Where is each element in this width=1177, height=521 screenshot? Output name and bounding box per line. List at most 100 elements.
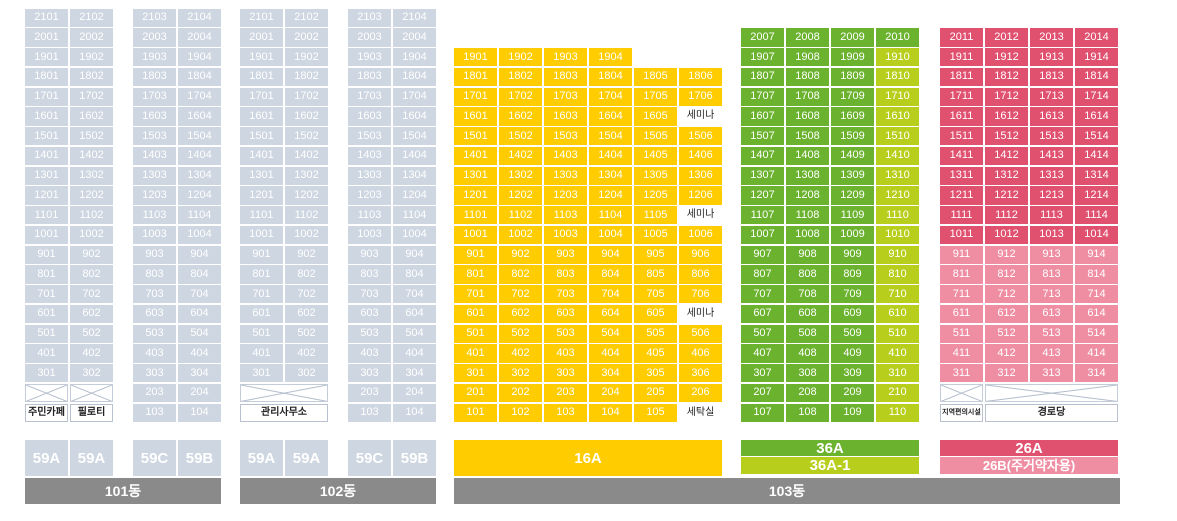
unit-cell[interactable]: 1201 (25, 186, 68, 205)
unit-cell[interactable]: 1502 (285, 127, 328, 146)
unit-cell[interactable]: 902 (499, 245, 542, 264)
unit-cell[interactable]: 501 (454, 324, 497, 343)
unit-cell[interactable]: 803 (348, 265, 391, 284)
unit-cell[interactable]: 1601 (25, 107, 68, 126)
unit-cell[interactable]: 401 (454, 344, 497, 363)
unit-cell[interactable]: 2014 (1075, 28, 1118, 47)
unit-cell[interactable]: 1403 (544, 146, 587, 166)
unit-cell[interactable]: 1704 (589, 87, 632, 106)
unit-cell[interactable]: 2002 (285, 28, 328, 47)
unit-cell[interactable]: 2104 (393, 8, 436, 27)
unit-cell[interactable]: 1701 (240, 87, 283, 106)
unit-cell[interactable]: 307 (741, 364, 784, 383)
unit-cell[interactable]: 1812 (985, 67, 1028, 87)
unit-cell[interactable]: 1805 (634, 67, 677, 87)
unit-cell[interactable]: 2101 (240, 8, 283, 27)
unit-cell[interactable]: 1103 (348, 206, 391, 225)
unit-cell[interactable]: 208 (786, 383, 829, 403)
unit-cell[interactable]: 814 (1075, 265, 1118, 284)
unit-cell[interactable]: 206 (679, 383, 722, 403)
unit-cell[interactable]: 1201 (240, 186, 283, 205)
unit-cell[interactable]: 1213 (1030, 186, 1073, 205)
unit-cell[interactable]: 1603 (133, 107, 176, 126)
unit-cell[interactable]: 1109 (831, 206, 874, 225)
unit-cell[interactable]: 304 (589, 364, 632, 383)
unit-cell[interactable]: 1313 (1030, 166, 1073, 185)
unit-cell[interactable]: 1402 (499, 146, 542, 166)
unit-cell[interactable]: 1611 (940, 107, 983, 126)
unit-cell[interactable]: 2102 (285, 8, 328, 27)
unit-cell[interactable]: 1302 (70, 166, 113, 185)
unit-cell[interactable]: 1114 (1075, 206, 1118, 225)
unit-cell[interactable]: 912 (985, 245, 1028, 264)
unit-cell[interactable]: 1010 (876, 225, 919, 245)
unit-cell[interactable]: 302 (70, 364, 113, 383)
unit-cell[interactable]: 1503 (544, 127, 587, 146)
unit-cell[interactable]: 1501 (240, 127, 283, 146)
unit-cell[interactable]: 1102 (285, 206, 328, 225)
unit-cell[interactable]: 1102 (70, 206, 113, 225)
unit-cell[interactable]: 1912 (985, 48, 1028, 67)
unit-cell[interactable]: 204 (589, 383, 632, 403)
unit-cell[interactable]: 2103 (133, 8, 176, 27)
unit-cell[interactable]: 203 (133, 383, 176, 403)
unit-cell[interactable]: 301 (454, 364, 497, 383)
unit-cell[interactable]: 301 (240, 364, 283, 383)
unit-cell[interactable]: 1304 (393, 166, 436, 185)
unit-cell[interactable]: 707 (741, 285, 784, 304)
unit-cell[interactable]: 2002 (70, 28, 113, 47)
unit-cell[interactable]: 103 (348, 403, 391, 422)
unit-cell[interactable]: 1004 (178, 225, 221, 245)
unit-cell[interactable]: 903 (348, 245, 391, 264)
unit-cell[interactable]: 502 (285, 324, 328, 343)
unit-cell[interactable]: 1801 (240, 67, 283, 87)
unit-cell[interactable]: 1012 (985, 225, 1028, 245)
unit-cell[interactable]: 508 (786, 324, 829, 343)
unit-cell[interactable]: 402 (70, 344, 113, 363)
unit-cell[interactable]: 1907 (741, 48, 784, 67)
unit-cell[interactable]: 1505 (634, 127, 677, 146)
unit-cell[interactable]: 1104 (178, 206, 221, 225)
unit-cell[interactable]: 1205 (634, 186, 677, 205)
unit-cell[interactable]: 1601 (240, 107, 283, 126)
unit-cell[interactable]: 502 (70, 324, 113, 343)
unit-cell[interactable]: 1504 (178, 127, 221, 146)
unit-cell[interactable]: 901 (25, 245, 68, 264)
unit-cell[interactable]: 903 (133, 245, 176, 264)
unit-cell[interactable]: 404 (178, 344, 221, 363)
unit-cell[interactable]: 1108 (786, 206, 829, 225)
unit-cell[interactable]: 1903 (133, 48, 176, 67)
unit-cell[interactable]: 1406 (679, 146, 722, 166)
unit-cell[interactable]: 1503 (348, 127, 391, 146)
unit-cell[interactable]: 913 (1030, 245, 1073, 264)
unit-cell[interactable]: 1613 (1030, 107, 1073, 126)
unit-cell[interactable]: 1206 (679, 186, 722, 205)
unit-cell[interactable]: 1204 (178, 186, 221, 205)
unit-cell[interactable]: 1713 (1030, 87, 1073, 106)
unit-cell[interactable]: 404 (393, 344, 436, 363)
unit-cell[interactable]: 1803 (133, 67, 176, 87)
unit-cell[interactable]: 608 (786, 304, 829, 324)
unit-cell[interactable]: 712 (985, 285, 1028, 304)
unit-cell[interactable]: 714 (1075, 285, 1118, 304)
unit-cell[interactable]: 1002 (285, 225, 328, 245)
unit-cell[interactable]: 1414 (1075, 146, 1118, 166)
unit-cell[interactable]: 713 (1030, 285, 1073, 304)
unit-cell[interactable]: 602 (499, 304, 542, 324)
unit-cell[interactable]: 701 (240, 285, 283, 304)
unit-cell[interactable]: 1814 (1075, 67, 1118, 87)
unit-cell[interactable]: 207 (741, 383, 784, 403)
unit-cell[interactable]: 810 (876, 265, 919, 284)
unit-cell[interactable]: 701 (25, 285, 68, 304)
unit-cell[interactable]: 1401 (454, 146, 497, 166)
unit-cell[interactable]: 1904 (178, 48, 221, 67)
unit-cell[interactable]: 807 (741, 265, 784, 284)
unit-cell[interactable]: 306 (679, 364, 722, 383)
unit-cell[interactable]: 1703 (348, 87, 391, 106)
unit-cell[interactable]: 1404 (589, 146, 632, 166)
unit-cell[interactable]: 104 (393, 403, 436, 422)
unit-cell[interactable]: 1409 (831, 146, 874, 166)
unit-cell[interactable]: 503 (133, 324, 176, 343)
unit-cell[interactable]: 1301 (240, 166, 283, 185)
unit-cell[interactable]: 509 (831, 324, 874, 343)
